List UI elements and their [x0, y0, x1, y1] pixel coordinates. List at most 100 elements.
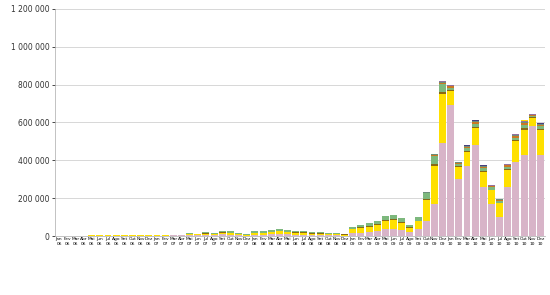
Bar [406, 232, 414, 236]
Bar [194, 235, 201, 236]
Bar [235, 234, 242, 235]
Bar [447, 105, 454, 236]
Bar [504, 170, 512, 187]
Bar [170, 235, 177, 236]
Bar [423, 221, 430, 236]
Bar [309, 232, 316, 233]
Bar [292, 231, 299, 232]
Bar [513, 136, 519, 137]
Bar [415, 222, 421, 230]
Bar [374, 224, 381, 225]
Bar [178, 235, 185, 236]
Bar [317, 233, 323, 234]
Bar [423, 193, 430, 199]
Bar [235, 233, 242, 234]
Bar [276, 234, 283, 236]
Bar [202, 232, 210, 233]
Bar [504, 164, 512, 165]
Bar [333, 234, 340, 235]
Bar [194, 234, 201, 235]
Bar [480, 168, 487, 171]
Bar [349, 227, 356, 229]
Bar [447, 86, 454, 88]
Bar [309, 235, 316, 236]
Bar [513, 141, 519, 162]
Bar [496, 199, 503, 200]
Bar [333, 235, 340, 236]
Bar [513, 134, 519, 135]
Bar [488, 204, 495, 236]
Bar [382, 222, 389, 230]
Bar [366, 223, 372, 226]
Bar [488, 190, 495, 204]
Bar [211, 235, 218, 236]
Bar [349, 230, 356, 233]
Bar [284, 232, 291, 235]
Bar [260, 233, 267, 235]
Bar [349, 229, 356, 230]
Bar [496, 200, 503, 201]
Bar [496, 217, 503, 236]
Bar [464, 146, 470, 147]
Bar [504, 167, 512, 169]
Bar [464, 147, 470, 148]
Bar [431, 155, 438, 156]
Bar [398, 218, 405, 222]
Bar [349, 233, 356, 236]
Bar [390, 214, 397, 219]
Bar [300, 232, 307, 233]
Bar [455, 179, 463, 236]
Bar [504, 165, 512, 167]
Bar [268, 235, 274, 236]
Bar [398, 222, 405, 223]
Bar [513, 137, 519, 140]
Bar [366, 227, 372, 232]
Bar [455, 163, 463, 164]
Bar [276, 229, 283, 231]
Bar [537, 125, 544, 126]
Bar [186, 234, 193, 235]
Bar [251, 233, 258, 235]
Bar [431, 166, 438, 204]
Bar [455, 166, 463, 167]
Bar [472, 120, 478, 121]
Bar [358, 227, 365, 228]
Bar [423, 200, 430, 221]
Bar [202, 235, 210, 236]
Bar [325, 234, 332, 235]
Bar [300, 233, 307, 235]
Bar [284, 235, 291, 236]
Bar [227, 235, 234, 236]
Bar [521, 122, 527, 123]
Bar [537, 126, 544, 129]
Bar [529, 116, 536, 117]
Bar [472, 145, 478, 236]
Bar [309, 233, 316, 234]
Bar [472, 122, 478, 124]
Bar [537, 129, 544, 130]
Bar [358, 228, 365, 232]
Bar [529, 126, 536, 236]
Bar [415, 221, 421, 222]
Bar [243, 234, 250, 235]
Bar [521, 129, 527, 130]
Bar [219, 235, 225, 236]
Bar [292, 233, 299, 235]
Bar [496, 203, 503, 204]
Bar [317, 234, 323, 235]
Bar [439, 84, 446, 92]
Bar [504, 169, 512, 170]
Bar [464, 152, 470, 166]
Bar [202, 234, 210, 235]
Bar [390, 229, 397, 236]
Bar [300, 231, 307, 232]
Bar [243, 235, 250, 236]
Bar [496, 201, 503, 203]
Bar [366, 226, 372, 227]
Bar [521, 120, 527, 121]
Bar [325, 232, 332, 234]
Bar [521, 125, 527, 129]
Bar [227, 232, 234, 233]
Bar [447, 85, 454, 86]
Bar [439, 143, 446, 236]
